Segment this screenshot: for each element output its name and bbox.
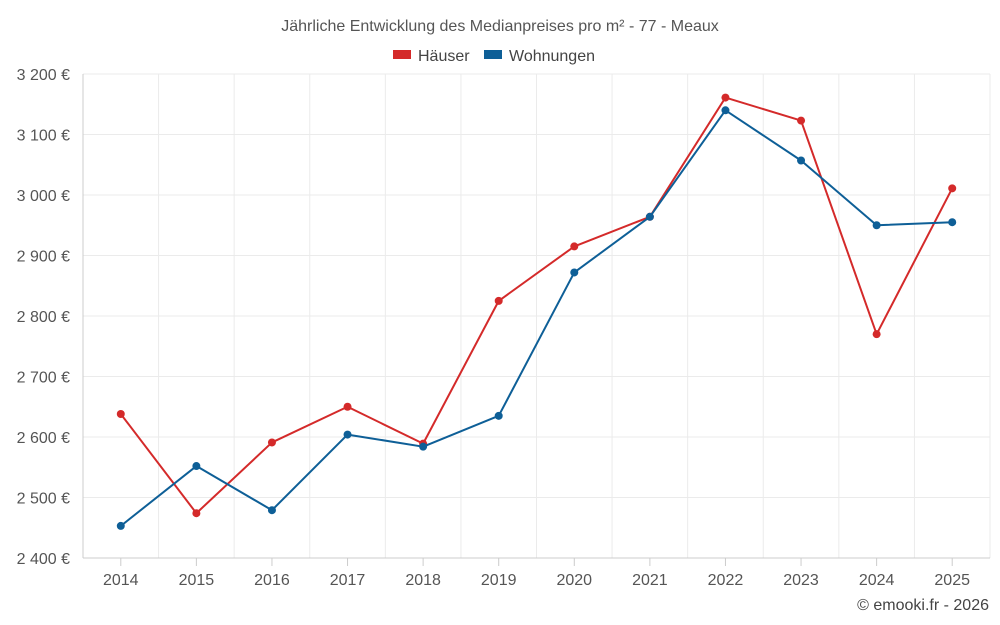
y-tick-label: 2 700 € (17, 370, 70, 387)
chart-title: Jährliche Entwicklung des Medianpreises … (281, 18, 719, 35)
x-tick-label: 2014 (103, 572, 139, 589)
data-point[interactable] (494, 411, 503, 420)
data-point[interactable] (419, 442, 428, 451)
y-tick-label: 3 100 € (17, 128, 70, 145)
x-tick-label: 2021 (632, 572, 668, 589)
data-point[interactable] (192, 509, 201, 518)
legend-swatch-apartments (484, 50, 502, 59)
y-tick-label: 2 600 € (17, 430, 70, 447)
y-tick-label: 3 000 € (17, 188, 70, 205)
legend-label-houses: Häuser (418, 48, 470, 65)
x-tick-label: 2023 (783, 572, 819, 589)
series-line (120, 109, 953, 527)
series-apartments (116, 106, 957, 530)
x-tick-label: 2015 (179, 572, 215, 589)
legend-item-houses[interactable]: Häuser (393, 48, 470, 65)
data-point[interactable] (116, 521, 125, 530)
data-point[interactable] (948, 218, 957, 227)
legend: Häuser Wohnungen (393, 48, 595, 65)
data-point[interactable] (343, 430, 352, 439)
data-point[interactable] (872, 221, 881, 230)
x-tick-label: 2018 (405, 572, 441, 589)
data-point[interactable] (721, 93, 730, 102)
data-point[interactable] (570, 268, 579, 277)
legend-label-apartments: Wohnungen (509, 48, 595, 65)
data-point[interactable] (570, 242, 579, 251)
series (116, 93, 957, 530)
legend-swatch-houses (393, 50, 411, 59)
data-point[interactable] (948, 184, 957, 193)
data-point[interactable] (343, 402, 352, 411)
copyright-notice: © emooki.fr - 2026 (857, 597, 989, 614)
y-tick-label: 2 800 € (17, 309, 70, 326)
grid (83, 73, 991, 558)
data-point[interactable] (192, 462, 201, 471)
data-point[interactable] (494, 296, 503, 305)
legend-item-apartments[interactable]: Wohnungen (484, 48, 595, 65)
y-tick-label: 2 400 € (17, 551, 70, 568)
axes: 2 400 € 2 500 € 2 600 € 2 700 € 2 800 € 2 900… (17, 67, 990, 589)
y-tick-label: 2 900 € (17, 249, 70, 266)
x-tick-label: 2016 (254, 572, 290, 589)
series-line (119, 96, 954, 515)
x-tick-label: 2024 (859, 572, 895, 589)
y-tick-label: 3 200 € (17, 67, 70, 84)
x-tick-label: 2025 (934, 572, 970, 589)
data-point[interactable] (267, 506, 276, 515)
data-point[interactable] (797, 156, 806, 165)
data-point[interactable] (797, 116, 806, 125)
x-tick-label: 2020 (556, 572, 592, 589)
data-point[interactable] (721, 106, 730, 115)
x-tick-label: 2019 (481, 572, 517, 589)
data-point[interactable] (116, 410, 125, 419)
data-point[interactable] (645, 212, 654, 221)
y-tick-label: 2 500 € (17, 491, 70, 508)
x-tick-label: 2017 (330, 572, 366, 589)
data-point[interactable] (267, 438, 276, 447)
data-point[interactable] (872, 330, 881, 339)
x-tick-label: 2022 (708, 572, 744, 589)
